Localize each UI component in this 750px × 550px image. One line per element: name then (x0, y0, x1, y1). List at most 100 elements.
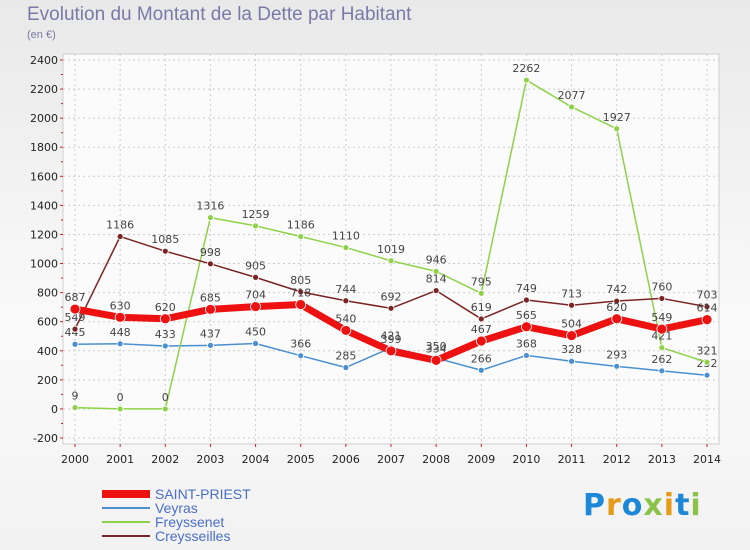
data-label: 293 (606, 348, 627, 361)
data-point (250, 301, 261, 312)
data-label: 321 (697, 344, 718, 357)
data-point (205, 303, 216, 315)
data-label: 437 (200, 327, 221, 340)
data-point (161, 342, 169, 350)
data-point (475, 335, 487, 347)
data-point (342, 244, 350, 251)
x-tick-label: 2012 (603, 453, 631, 466)
logo-letter: x (643, 488, 664, 523)
data-label: 368 (516, 337, 537, 350)
data-label: 9 (72, 390, 79, 403)
data-point (252, 273, 259, 281)
data-point (207, 214, 214, 221)
data-point (523, 76, 530, 84)
data-point (116, 233, 124, 240)
data-point (430, 354, 442, 366)
data-label: 905 (245, 259, 266, 272)
x-tick-label: 2002 (151, 453, 179, 466)
data-point (71, 404, 79, 412)
data-label: 334 (426, 342, 447, 355)
data-label: 565 (516, 309, 537, 322)
data-label: 703 (697, 289, 718, 302)
data-point (252, 222, 259, 230)
data-label: 620 (606, 301, 627, 314)
data-label: 614 (697, 302, 718, 315)
data-point (658, 344, 666, 352)
data-label: 2077 (558, 89, 586, 102)
data-point (521, 321, 532, 333)
x-tick-label: 2000 (61, 453, 89, 466)
legend-label: Veyras (155, 500, 198, 516)
y-tick-label: 0 (51, 403, 58, 416)
data-label: 1186 (106, 218, 134, 231)
y-tick-label: -200 (33, 432, 58, 445)
data-label: 549 (651, 311, 672, 324)
data-label: 0 (117, 391, 124, 404)
proxiti-logo: Proxiti (583, 488, 702, 523)
data-label: 0 (162, 391, 169, 404)
data-label: 448 (110, 326, 131, 339)
x-tick-label: 2011 (558, 453, 586, 466)
y-tick-label: 2200 (30, 83, 58, 96)
data-label: 814 (426, 273, 447, 286)
x-tick-label: 2010 (512, 453, 540, 466)
x-tick-label: 2005 (287, 453, 315, 466)
data-point (701, 314, 713, 326)
data-point (432, 267, 440, 275)
data-point (69, 303, 81, 315)
data-label: 1085 (151, 233, 179, 246)
data-point (703, 371, 711, 379)
data-point (703, 303, 711, 311)
data-point (568, 301, 575, 309)
data-point (207, 341, 214, 349)
data-point (477, 366, 485, 374)
x-tick-label: 2013 (648, 453, 676, 466)
x-tick-label: 2003 (196, 453, 224, 466)
data-point (71, 325, 79, 333)
data-label: 266 (471, 352, 492, 365)
data-point (207, 260, 214, 268)
data-label: 718 (290, 287, 311, 300)
y-tick-label: 800 (37, 287, 58, 300)
data-label: 399 (381, 333, 402, 346)
data-point (566, 330, 577, 342)
data-point (342, 364, 350, 371)
data-point (71, 340, 79, 348)
data-point (116, 405, 124, 413)
data-label: 262 (651, 353, 672, 366)
data-label: 744 (335, 283, 356, 296)
data-label: 504 (561, 318, 582, 331)
chart-title: Evolution du Montant de la Dette par Hab… (27, 4, 412, 25)
data-label: 350 (426, 340, 447, 353)
data-point (613, 297, 621, 305)
data-point (703, 358, 711, 366)
y-tick-label: 1800 (30, 141, 58, 154)
data-label: 467 (471, 323, 492, 336)
data-point (385, 345, 397, 357)
data-label: 421 (651, 330, 672, 343)
data-point (477, 289, 485, 297)
data-label: 692 (381, 290, 402, 303)
data-point (116, 340, 124, 348)
chart-subtitle: (en €) (27, 29, 56, 41)
data-label: 1019 (377, 243, 405, 256)
logo-letter: r (606, 488, 622, 523)
x-tick-label: 2007 (377, 453, 405, 466)
data-point (568, 103, 575, 111)
logo-letter: i (690, 488, 702, 523)
data-point (387, 257, 395, 265)
data-point (523, 296, 530, 304)
data-label: 742 (606, 283, 627, 296)
y-tick-label: 2400 (30, 54, 58, 67)
data-point (613, 362, 621, 370)
data-point (340, 325, 352, 336)
legend-label: SAINT-PRIEST (155, 486, 251, 502)
data-point (613, 125, 621, 133)
data-point (658, 295, 666, 302)
data-point (387, 304, 395, 312)
data-label: 795 (471, 275, 492, 288)
y-tick-label: 600 (37, 316, 58, 329)
x-tick-label: 2014 (693, 453, 721, 466)
data-label: 630 (110, 299, 131, 312)
